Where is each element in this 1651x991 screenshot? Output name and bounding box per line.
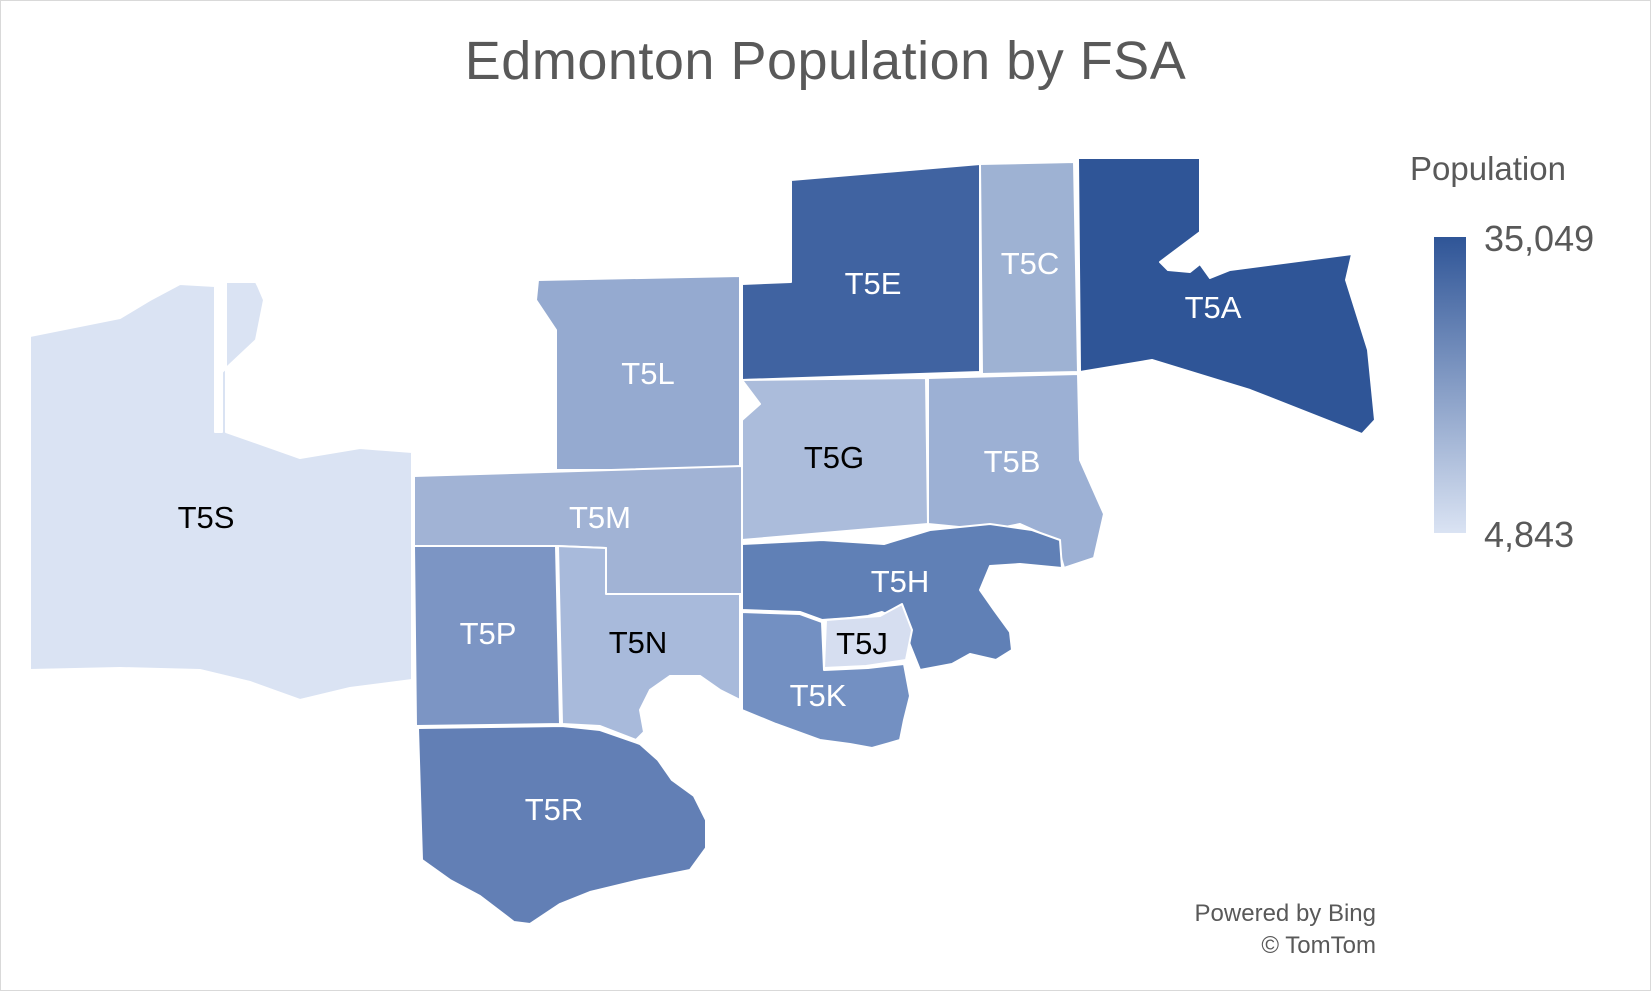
region-t5l[interactable] <box>535 275 741 471</box>
region-label-t5a: T5A <box>1185 290 1242 325</box>
region-t5p[interactable] <box>413 545 561 727</box>
attribution-powered-by: Powered by Bing <box>1194 900 1376 927</box>
legend-max-label: 35,049 <box>1484 218 1595 259</box>
region-label-t5g: T5G <box>804 440 864 475</box>
region-t5k[interactable] <box>741 611 911 749</box>
legend-min-label: 4,843 <box>1484 514 1575 555</box>
region-label-t5e: T5E <box>845 266 902 301</box>
map-attribution: Powered by Bing © TomTom <box>1195 898 1376 962</box>
labels-layer: T5A T5E T5C T5L T5G T5B T5M T5S T5P T5N T5H T5J T5K T… <box>178 246 1242 827</box>
region-label-t5m: T5M <box>569 500 631 535</box>
region-t5a[interactable] <box>1077 157 1376 435</box>
region-label-t5p: T5P <box>460 616 517 651</box>
region-t5r[interactable] <box>417 725 707 925</box>
region-label-t5k: T5K <box>790 678 847 713</box>
attribution-copyright: © TomTom <box>1261 932 1376 959</box>
region-label-t5c: T5C <box>1001 246 1060 281</box>
region-t5c[interactable] <box>979 161 1079 375</box>
region-label-t5n: T5N <box>609 625 668 660</box>
region-label-t5h: T5H <box>871 564 930 599</box>
legend-color-scale <box>1434 237 1466 533</box>
regions-layer <box>29 157 1376 925</box>
region-t5n[interactable] <box>557 545 741 741</box>
region-label-t5j: T5J <box>836 626 888 661</box>
region-t5s[interactable] <box>29 281 413 701</box>
legend-title: Population <box>1410 150 1566 187</box>
region-label-t5r: T5R <box>525 792 584 827</box>
region-t5j[interactable] <box>823 603 913 669</box>
map-title: Edmonton Population by FSA <box>464 31 1187 91</box>
region-label-t5l: T5L <box>621 356 674 391</box>
region-label-t5s: T5S <box>178 500 235 535</box>
region-label-t5b: T5B <box>984 444 1041 479</box>
